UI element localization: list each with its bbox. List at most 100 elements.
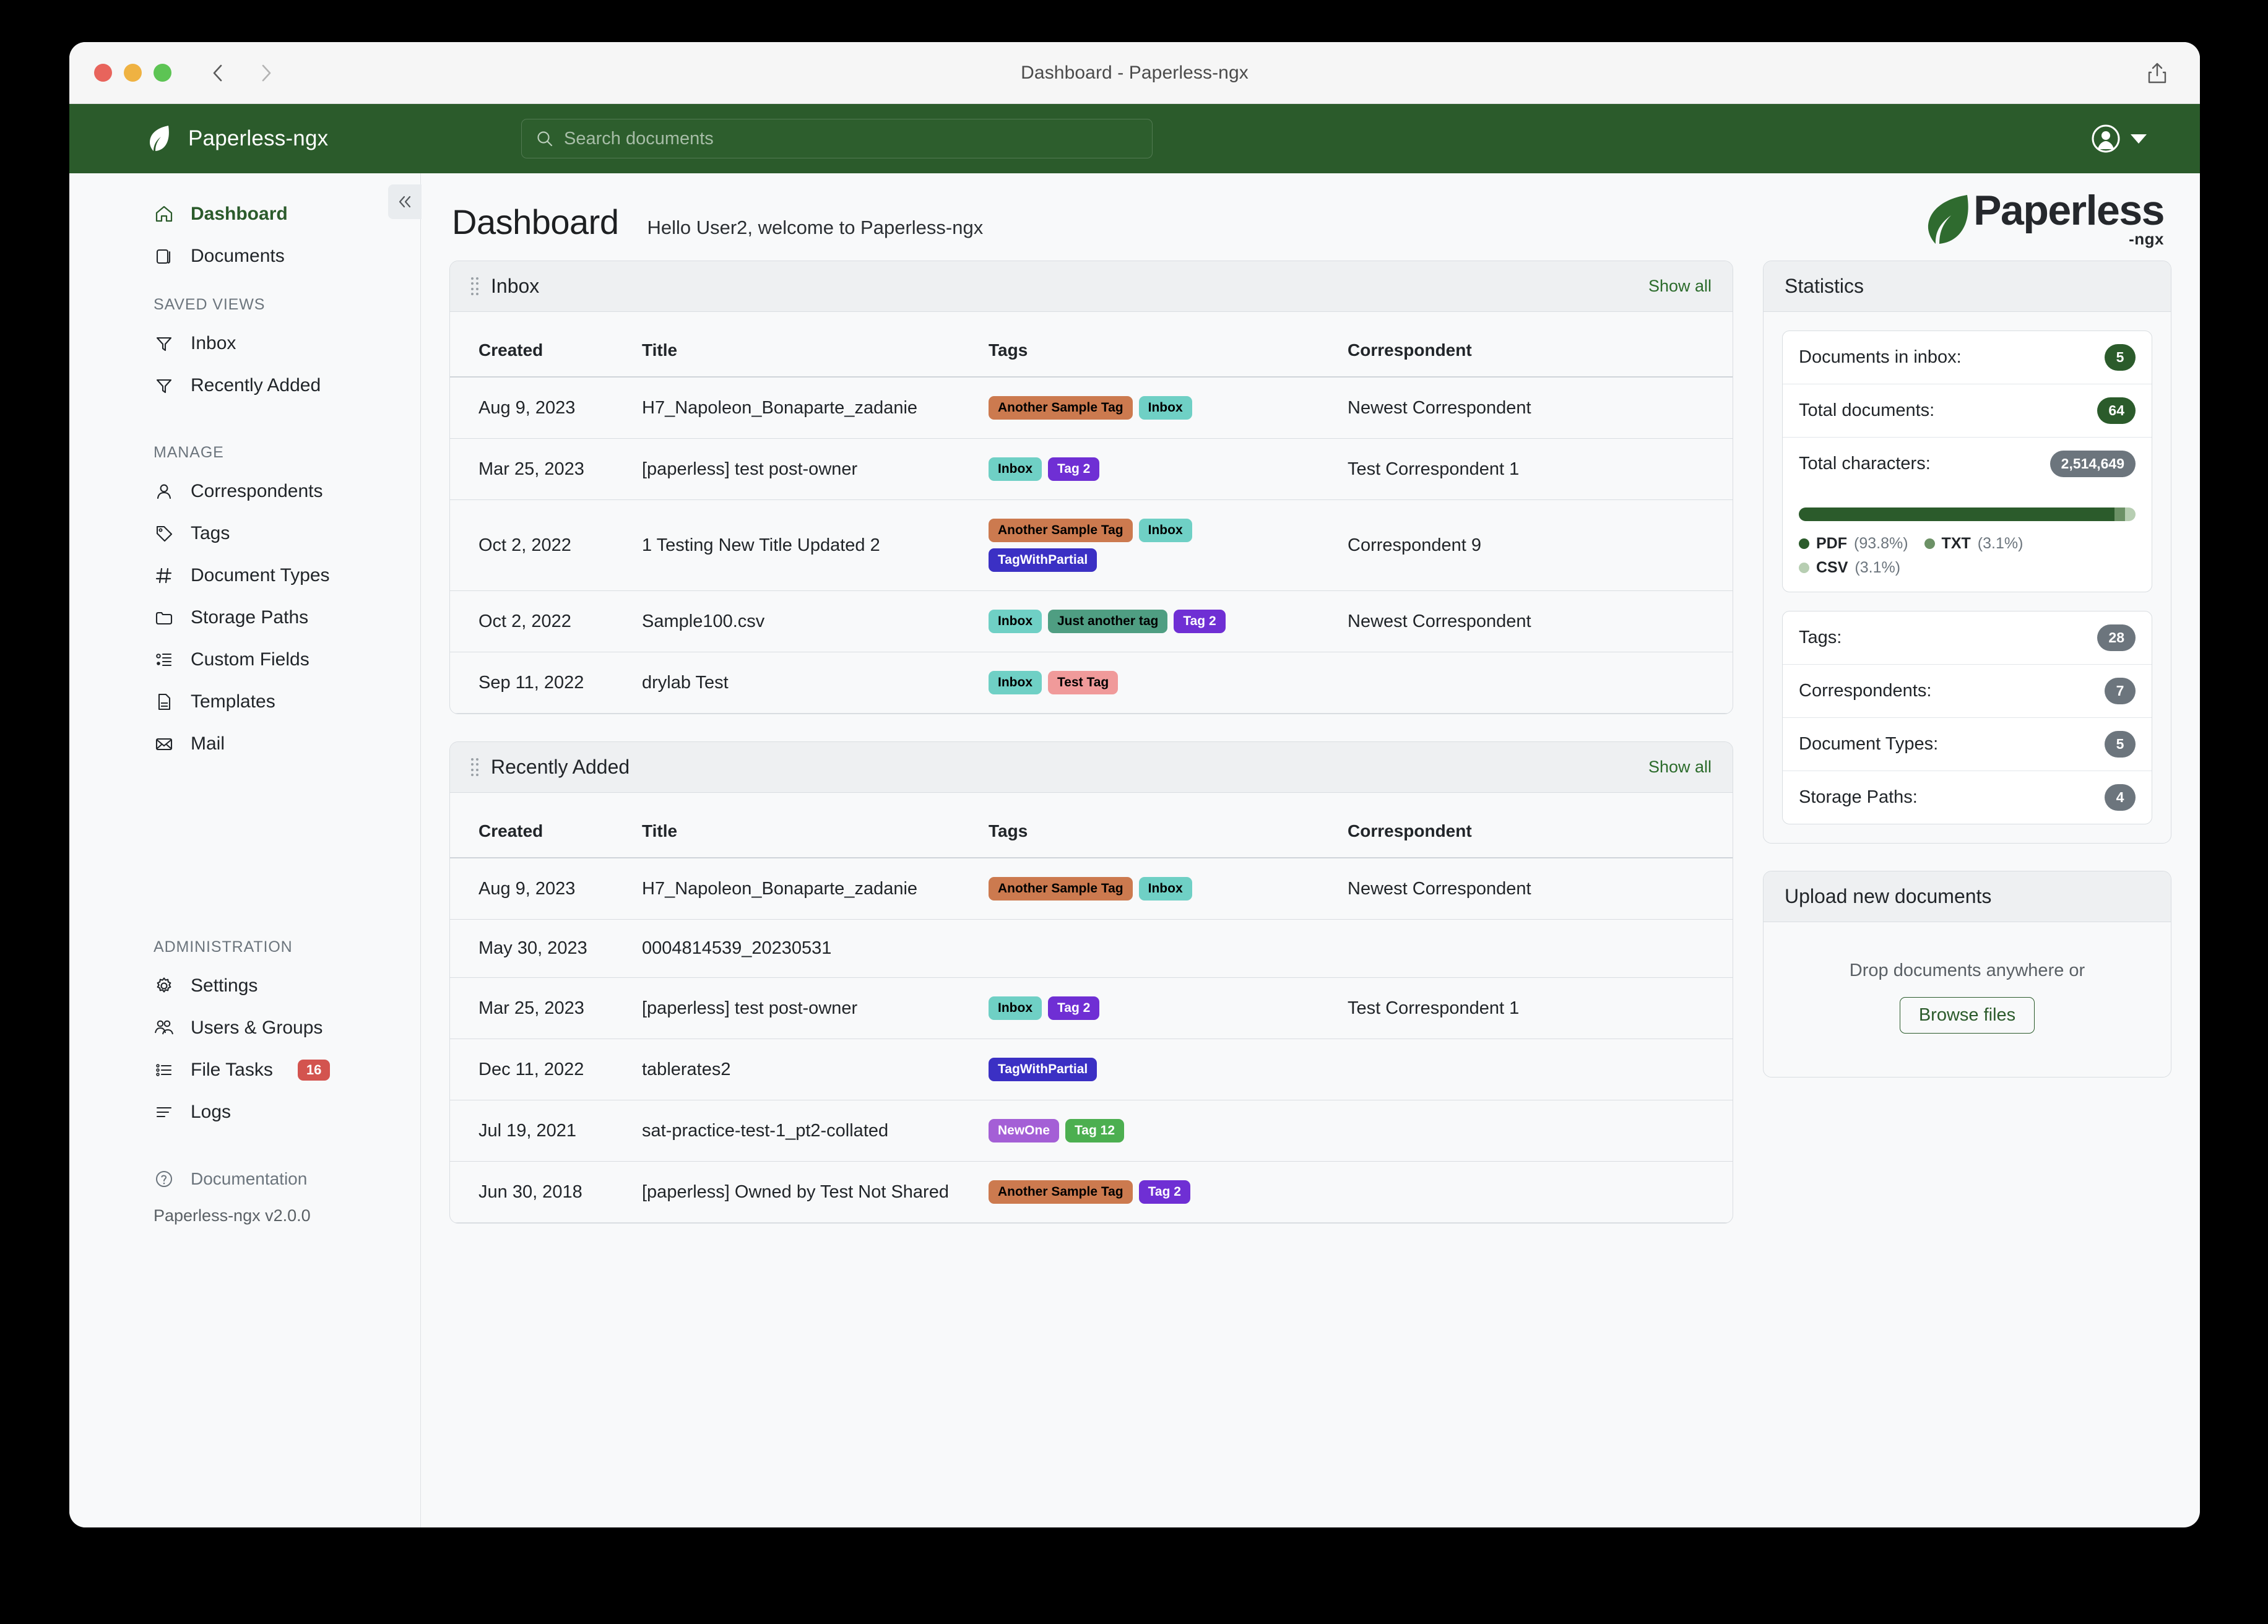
sidebar-item-document-types[interactable]: Document Types xyxy=(69,555,420,597)
house-icon xyxy=(154,204,175,225)
tag-chip[interactable]: Inbox xyxy=(1138,877,1192,901)
statistics-widget-title: Statistics xyxy=(1785,275,1864,297)
tag-chip[interactable]: Another Sample Tag xyxy=(989,1180,1133,1204)
sidebar-item-storage-paths[interactable]: Storage Paths xyxy=(69,597,420,639)
cell-title[interactable]: [paperless] test post-owner xyxy=(636,977,982,1039)
window-traffic-lights xyxy=(94,64,171,82)
paperless-logo: Paperless -ngx xyxy=(1921,189,2165,249)
cell-title[interactable]: tablerates2 xyxy=(636,1039,982,1100)
sidebar-item-dashboard[interactable]: Dashboard xyxy=(69,193,420,235)
sidebar-item-tags[interactable]: Tags xyxy=(69,512,420,555)
cell-title[interactable]: sat-practice-test-1_pt2-collated xyxy=(636,1100,982,1162)
statistic-row: Document Types: 5 xyxy=(1783,718,2152,771)
tag-chip[interactable]: Test Tag xyxy=(1048,671,1119,694)
cell-title[interactable]: H7_Napoleon_Bonaparte_zadanie xyxy=(636,858,982,920)
tag-chip[interactable]: Inbox xyxy=(989,610,1042,633)
drag-handle-icon[interactable] xyxy=(471,277,478,296)
sidebar-item-custom-fields[interactable]: Custom Fields xyxy=(69,639,420,681)
sidebar-item-users-groups[interactable]: Users & Groups xyxy=(69,1007,420,1049)
cell-title[interactable]: Sample100.csv xyxy=(636,590,982,652)
table-row[interactable]: Mar 25, 2023 [paperless] test post-owner I… xyxy=(450,977,1733,1039)
minimize-window-button[interactable] xyxy=(124,64,142,82)
statistic-row: Correspondents: 7 xyxy=(1783,665,2152,718)
back-chevron-left-icon[interactable] xyxy=(210,63,226,84)
sidebar-item-recently-added[interactable]: Recently Added xyxy=(69,365,420,407)
sidebar-item-label: Storage Paths xyxy=(191,607,309,628)
statistic-value-badge: 5 xyxy=(2105,344,2136,371)
sidebar-item-correspondents[interactable]: Correspondents xyxy=(69,470,420,512)
folder-icon xyxy=(154,607,175,628)
sidebar-item-mail[interactable]: Mail xyxy=(69,723,420,765)
cell-created: Mar 25, 2023 xyxy=(450,438,636,500)
statistic-label: Total documents: xyxy=(1799,400,1935,420)
table-row[interactable]: Jul 19, 2021 sat-practice-test-1_pt2-coll… xyxy=(450,1100,1733,1162)
tag-chip[interactable]: Another Sample Tag xyxy=(989,396,1133,420)
sidebar-item-file-tasks[interactable]: File Tasks 16 xyxy=(69,1049,420,1091)
statistic-value-badge: 64 xyxy=(2097,397,2136,424)
sidebar-item-logs[interactable]: Logs xyxy=(69,1091,420,1133)
table-row[interactable]: Aug 9, 2023 H7_Napoleon_Bonaparte_zadanie… xyxy=(450,858,1733,920)
tag-chip[interactable]: Inbox xyxy=(989,457,1042,481)
sidebar-item-inbox[interactable]: Inbox xyxy=(69,322,420,365)
sidebar-item-documentation[interactable]: Documentation xyxy=(69,1158,420,1200)
tag-chip[interactable]: Inbox xyxy=(989,996,1042,1020)
table-row[interactable]: Oct 2, 2022 Sample100.csv Inbox Just anothe… xyxy=(450,590,1733,652)
tag-chip[interactable]: Inbox xyxy=(1138,396,1192,420)
recently-added-show-all-link[interactable]: Show all xyxy=(1648,758,1712,776)
inbox-widget: Inbox Show all Created Title Tags Corres… xyxy=(449,261,1733,714)
close-window-button[interactable] xyxy=(94,64,112,82)
legend-color-dot xyxy=(1799,563,1809,573)
sidebar-item-label: Users & Groups xyxy=(191,1017,323,1038)
page-title: Dashboard xyxy=(452,202,619,241)
brand-home-link[interactable]: Paperless-ngx xyxy=(146,124,328,153)
tag-chip[interactable]: Tag 12 xyxy=(1065,1119,1124,1142)
tag-chip[interactable]: Inbox xyxy=(989,671,1042,694)
statistic-label: Tags: xyxy=(1799,628,1842,647)
table-row[interactable]: Oct 2, 2022 1 Testing New Title Updated 2… xyxy=(450,499,1733,591)
table-row[interactable]: Aug 9, 2023 H7_Napoleon_Bonaparte_zadanie… xyxy=(450,377,1733,439)
tag-chip[interactable]: Another Sample Tag xyxy=(989,877,1133,901)
cell-created: Dec 11, 2022 xyxy=(450,1039,636,1100)
cell-title[interactable]: [paperless] Owned by Test Not Shared xyxy=(636,1161,982,1223)
user-circle-icon xyxy=(2091,124,2121,153)
cell-title[interactable]: [paperless] test post-owner xyxy=(636,438,982,500)
tag-chip[interactable]: Another Sample Tag xyxy=(989,519,1133,542)
search-input[interactable] xyxy=(564,128,1138,149)
tag-chip[interactable]: Tag 2 xyxy=(1048,457,1100,481)
tag-chip[interactable]: Inbox xyxy=(1138,519,1192,542)
cell-title[interactable]: 1 Testing New Title Updated 2 xyxy=(636,499,982,591)
paperless-wordmark: Paperless -ngx xyxy=(1973,189,2165,249)
tag-chip[interactable]: Tag 2 xyxy=(1138,1180,1190,1204)
cell-title[interactable]: H7_Napoleon_Bonaparte_zadanie xyxy=(636,377,982,439)
table-row[interactable]: Jun 30, 2018 [paperless] Owned by Test No… xyxy=(450,1161,1733,1223)
table-row[interactable]: Mar 25, 2023 [paperless] test post-owner I… xyxy=(450,438,1733,500)
cell-created: Aug 9, 2023 xyxy=(450,377,636,439)
table-row[interactable]: Sep 11, 2022 drylab Test Inbox Test Tag xyxy=(450,652,1733,714)
browse-files-button[interactable]: Browse files xyxy=(1899,997,2035,1034)
search-box[interactable] xyxy=(521,119,1153,158)
tag-chip[interactable]: TagWithPartial xyxy=(989,548,1097,572)
drag-handle-icon[interactable] xyxy=(471,758,478,777)
tag-chip[interactable]: Just another tag xyxy=(1048,610,1168,633)
inbox-show-all-link[interactable]: Show all xyxy=(1648,277,1712,295)
table-row[interactable]: Dec 11, 2022 tablerates2 TagWithPartial xyxy=(450,1039,1733,1100)
sidebar-item-label: Documents xyxy=(191,246,285,266)
maximize-window-button[interactable] xyxy=(154,64,171,82)
share-icon[interactable] xyxy=(2147,62,2168,84)
tag-chip[interactable]: Tag 2 xyxy=(1048,996,1100,1020)
user-menu[interactable] xyxy=(2091,124,2147,153)
tag-chip[interactable]: NewOne xyxy=(989,1119,1060,1142)
cell-created: Jun 30, 2018 xyxy=(450,1161,636,1223)
tag-chip[interactable]: TagWithPartial xyxy=(989,1058,1097,1081)
table-row[interactable]: May 30, 2023 0004814539_20230531 xyxy=(450,919,1733,978)
cell-created: Oct 2, 2022 xyxy=(450,590,636,652)
sidebar-item-settings[interactable]: Settings xyxy=(69,965,420,1007)
cell-title[interactable]: drylab Test xyxy=(636,652,982,714)
sidebar-collapse-button[interactable] xyxy=(388,184,422,219)
upload-dropzone[interactable]: Drop documents anywhere or Browse files xyxy=(1764,922,2171,1077)
cell-title[interactable]: 0004814539_20230531 xyxy=(636,919,982,978)
tag-chip[interactable]: Tag 2 xyxy=(1174,610,1226,633)
sidebar-item-templates[interactable]: Templates xyxy=(69,681,420,723)
forward-chevron-right-icon[interactable] xyxy=(258,63,274,84)
sidebar-item-documents[interactable]: Documents xyxy=(69,235,420,277)
